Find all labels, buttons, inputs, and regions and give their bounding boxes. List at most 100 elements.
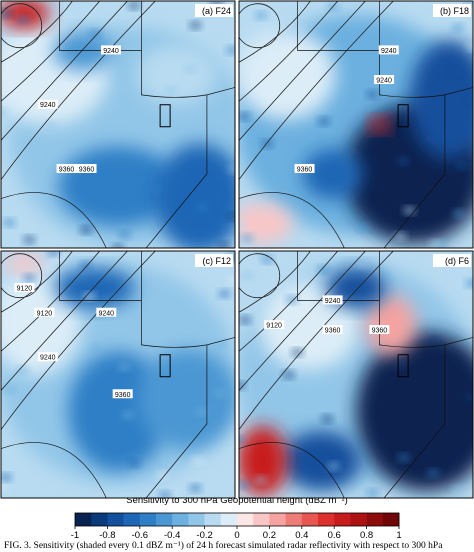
- field-speck: [53, 143, 66, 152]
- field-blob: [54, 268, 135, 309]
- field-speck: [3, 385, 16, 394]
- colorbar-segment: [334, 513, 351, 526]
- field-speck: [356, 223, 369, 232]
- field-speck: [83, 292, 96, 301]
- field-speck: [465, 393, 473, 402]
- field-speck: [427, 468, 440, 477]
- field-speck: [165, 86, 178, 95]
- contour-label: 9240: [381, 48, 397, 55]
- field-speck: [189, 484, 202, 493]
- colorbar-segment: [75, 513, 92, 526]
- field-speck: [456, 161, 469, 170]
- field-speck: [239, 221, 246, 230]
- contour-label: 9360: [59, 166, 75, 173]
- panel-label-bg: [433, 254, 471, 267]
- state-border: [239, 1, 473, 248]
- field-speck: [448, 69, 461, 78]
- field-speck: [17, 15, 30, 24]
- field-speck: [255, 11, 268, 20]
- contour-label-bg: [76, 163, 97, 173]
- field-speck: [1, 482, 8, 491]
- colorbar-segment: [285, 513, 303, 526]
- field-speck: [257, 251, 270, 256]
- contour-label-bg: [37, 352, 58, 362]
- field-speck: [465, 94, 473, 103]
- field-speck: [254, 475, 267, 484]
- field-speck: [430, 336, 443, 345]
- map-field: [239, 251, 473, 498]
- field-speck: [218, 241, 231, 248]
- colorbar-tick-label: 0.8: [360, 530, 373, 541]
- field-speck: [227, 98, 235, 107]
- field-speck: [47, 251, 60, 257]
- map-field: [1, 1, 235, 248]
- field-speck: [282, 13, 295, 22]
- colorbar-segment: [188, 513, 205, 526]
- contour: [1, 251, 156, 431]
- state-border: [1, 251, 235, 498]
- field-speck: [465, 279, 473, 288]
- contour-label-bg: [96, 307, 117, 317]
- field-speck: [89, 29, 102, 38]
- contour: [239, 1, 366, 141]
- field-blob: [138, 349, 235, 450]
- field-blob: [1, 1, 50, 29]
- colorbar-segment: [237, 513, 254, 526]
- contour: [1, 1, 128, 141]
- field-speck: [239, 381, 246, 390]
- colorbar-segment: [269, 513, 286, 526]
- contour-label: 9240: [40, 355, 56, 362]
- field-blob: [239, 203, 293, 244]
- field-speck: [44, 263, 57, 272]
- field-speck: [215, 340, 228, 349]
- contour: [239, 3, 281, 49]
- contour-label-bg: [322, 325, 343, 335]
- field-blob: [239, 425, 288, 496]
- contour: [1, 251, 73, 313]
- contour: [1, 1, 73, 63]
- field-speck: [321, 414, 334, 423]
- field-speck: [196, 203, 209, 212]
- map-field: [1, 251, 235, 498]
- map-field: [239, 1, 473, 248]
- field-speck: [239, 435, 246, 444]
- panel-frame: [0, 0, 236, 249]
- contour-label: 9360: [297, 166, 313, 173]
- map-panel: 9240 9240 9360 (b) F18: [238, 0, 474, 249]
- colorbar-tick-label: -0.8: [99, 530, 115, 541]
- colorbar-tick-label: 0.6: [328, 530, 341, 541]
- field-speck: [189, 21, 202, 30]
- field-blob: [302, 148, 363, 199]
- field-speck: [366, 90, 379, 99]
- field-speck: [282, 370, 295, 379]
- target-box: [397, 354, 409, 378]
- field-speck: [327, 462, 340, 471]
- field-speck: [285, 295, 298, 304]
- contour: [1, 3, 43, 49]
- colorbar-tick-label: 1: [396, 530, 401, 541]
- field-speck: [453, 209, 466, 218]
- contour-label-bg: [294, 163, 315, 173]
- contour: [239, 251, 394, 431]
- field-speck: [128, 459, 141, 468]
- colorbar-tick-label: 0.2: [263, 530, 276, 541]
- caption: FIG. 3. Sensitivity (shaded every 0.1 dB…: [4, 540, 443, 551]
- map-panel: 9240 9120 9360 9360 (d) F6: [238, 250, 474, 499]
- colorbar-tick-label: -0.4: [164, 530, 180, 541]
- field-speck: [191, 456, 204, 465]
- colorbar-segment: [91, 513, 108, 526]
- field-speck: [394, 358, 407, 367]
- field-blob: [239, 30, 336, 121]
- field-speck: [239, 112, 250, 121]
- field-blob: [369, 116, 390, 133]
- contour-label-bg: [14, 283, 35, 293]
- contour: [239, 251, 339, 352]
- field-speck: [317, 117, 330, 126]
- field-speck: [429, 240, 442, 248]
- field-speck: [118, 363, 131, 372]
- colorbar-segment: [253, 513, 270, 526]
- contour: [239, 1, 339, 102]
- panel-label-bg: [195, 254, 233, 267]
- panel-frame: [238, 250, 474, 499]
